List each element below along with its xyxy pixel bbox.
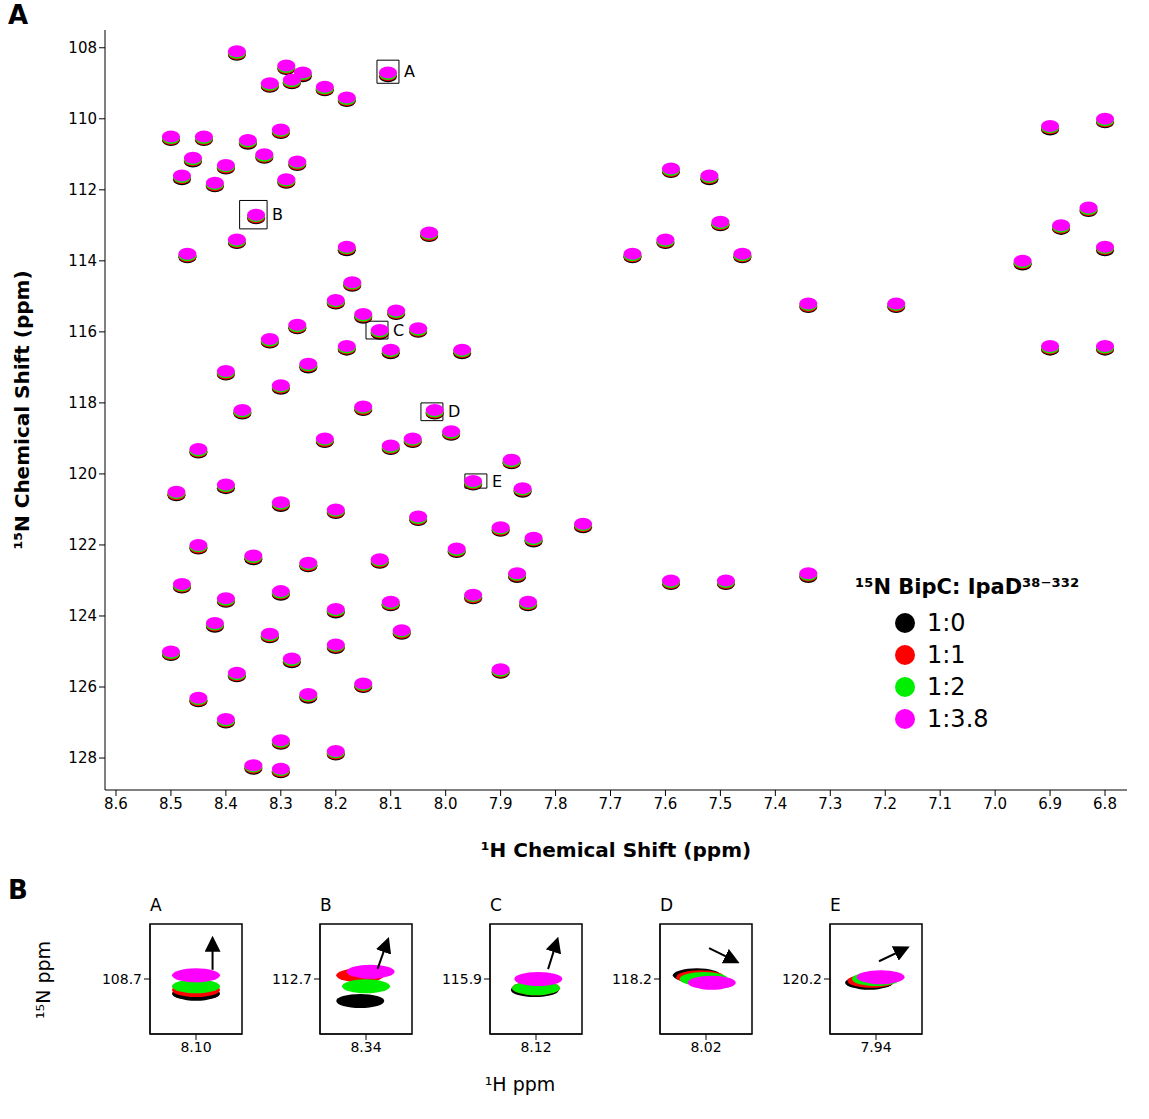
svg-text:124: 124 (68, 607, 97, 625)
svg-text:7.6: 7.6 (654, 795, 678, 813)
svg-text:7.4: 7.4 (763, 795, 787, 813)
svg-text:7.8: 7.8 (544, 795, 568, 813)
svg-text:8.0: 8.0 (434, 795, 458, 813)
svg-text:¹⁵N ppm: ¹⁵N ppm (32, 941, 54, 1019)
svg-text:120: 120 (68, 465, 97, 483)
html-text:¹⁵N BipC: IpaD³⁸⁻³³²: ¹⁵N BipC: IpaD³⁸⁻³³² (855, 575, 1080, 599)
svg-text:118.2: 118.2 (612, 971, 652, 987)
svg-text:6.9: 6.9 (1038, 795, 1062, 813)
svg-text:8.1: 8.1 (379, 795, 403, 813)
svg-text:110: 110 (68, 110, 97, 128)
svg-text:128: 128 (68, 749, 97, 767)
svg-text:122: 122 (68, 536, 97, 554)
svg-text:8.6: 8.6 (104, 795, 128, 813)
svg-text:7.0: 7.0 (983, 795, 1007, 813)
svg-text:112: 112 (68, 181, 97, 199)
svg-text:7.5: 7.5 (708, 795, 732, 813)
svg-text:8.5: 8.5 (159, 795, 183, 813)
svg-text:¹H Chemical Shift (ppm): ¹H Chemical Shift (ppm) (481, 838, 751, 862)
svg-text:118: 118 (68, 394, 97, 412)
svg-text:8.2: 8.2 (324, 795, 348, 813)
svg-text:8.4: 8.4 (214, 795, 238, 813)
html-text:1:0: 1:0 (927, 609, 966, 637)
svg-text:7.3: 7.3 (818, 795, 842, 813)
svg-text:114: 114 (68, 252, 97, 270)
svg-text:116: 116 (68, 323, 97, 341)
svg-text:115.9: 115.9 (442, 971, 482, 987)
svg-text:C: C (393, 321, 404, 340)
svg-text:B: B (272, 205, 283, 224)
svg-text:120.2: 120.2 (782, 971, 822, 987)
svg-text:7.7: 7.7 (599, 795, 623, 813)
svg-text:8.02: 8.02 (690, 1039, 721, 1055)
svg-text:108.7: 108.7 (102, 971, 142, 987)
html-text:¹H ppm: ¹H ppm (484, 1073, 556, 1095)
svg-text:A: A (404, 62, 415, 81)
svg-text:8.10: 8.10 (180, 1039, 211, 1055)
svg-text:7.2: 7.2 (873, 795, 897, 813)
html-text:A: A (150, 895, 162, 915)
html-text:A: A (8, 0, 29, 30)
svg-text:E: E (492, 472, 502, 491)
html-text:1:1: 1:1 (927, 641, 966, 669)
svg-text:7.9: 7.9 (489, 795, 513, 813)
svg-text:¹⁵N Chemical Shift (ppm): ¹⁵N Chemical Shift (ppm) (10, 270, 34, 549)
svg-text:6.8: 6.8 (1093, 795, 1117, 813)
html-text:1:2: 1:2 (927, 673, 966, 701)
svg-text:7.1: 7.1 (928, 795, 952, 813)
html-text:1:3.8: 1:3.8 (927, 705, 989, 733)
svg-text:8.12: 8.12 (520, 1039, 551, 1055)
html-text:B: B (8, 875, 28, 905)
svg-text:D: D (448, 402, 460, 421)
svg-text:7.94: 7.94 (860, 1039, 891, 1055)
svg-text:112.7: 112.7 (272, 971, 312, 987)
html-text:E: E (830, 895, 841, 915)
html-text:D: D (660, 895, 674, 915)
html-text:B: B (320, 895, 332, 915)
svg-text:108: 108 (68, 39, 97, 57)
svg-text:8.3: 8.3 (269, 795, 293, 813)
svg-text:126: 126 (68, 678, 97, 696)
html-text:C: C (490, 895, 502, 915)
svg-text:8.34: 8.34 (350, 1039, 381, 1055)
